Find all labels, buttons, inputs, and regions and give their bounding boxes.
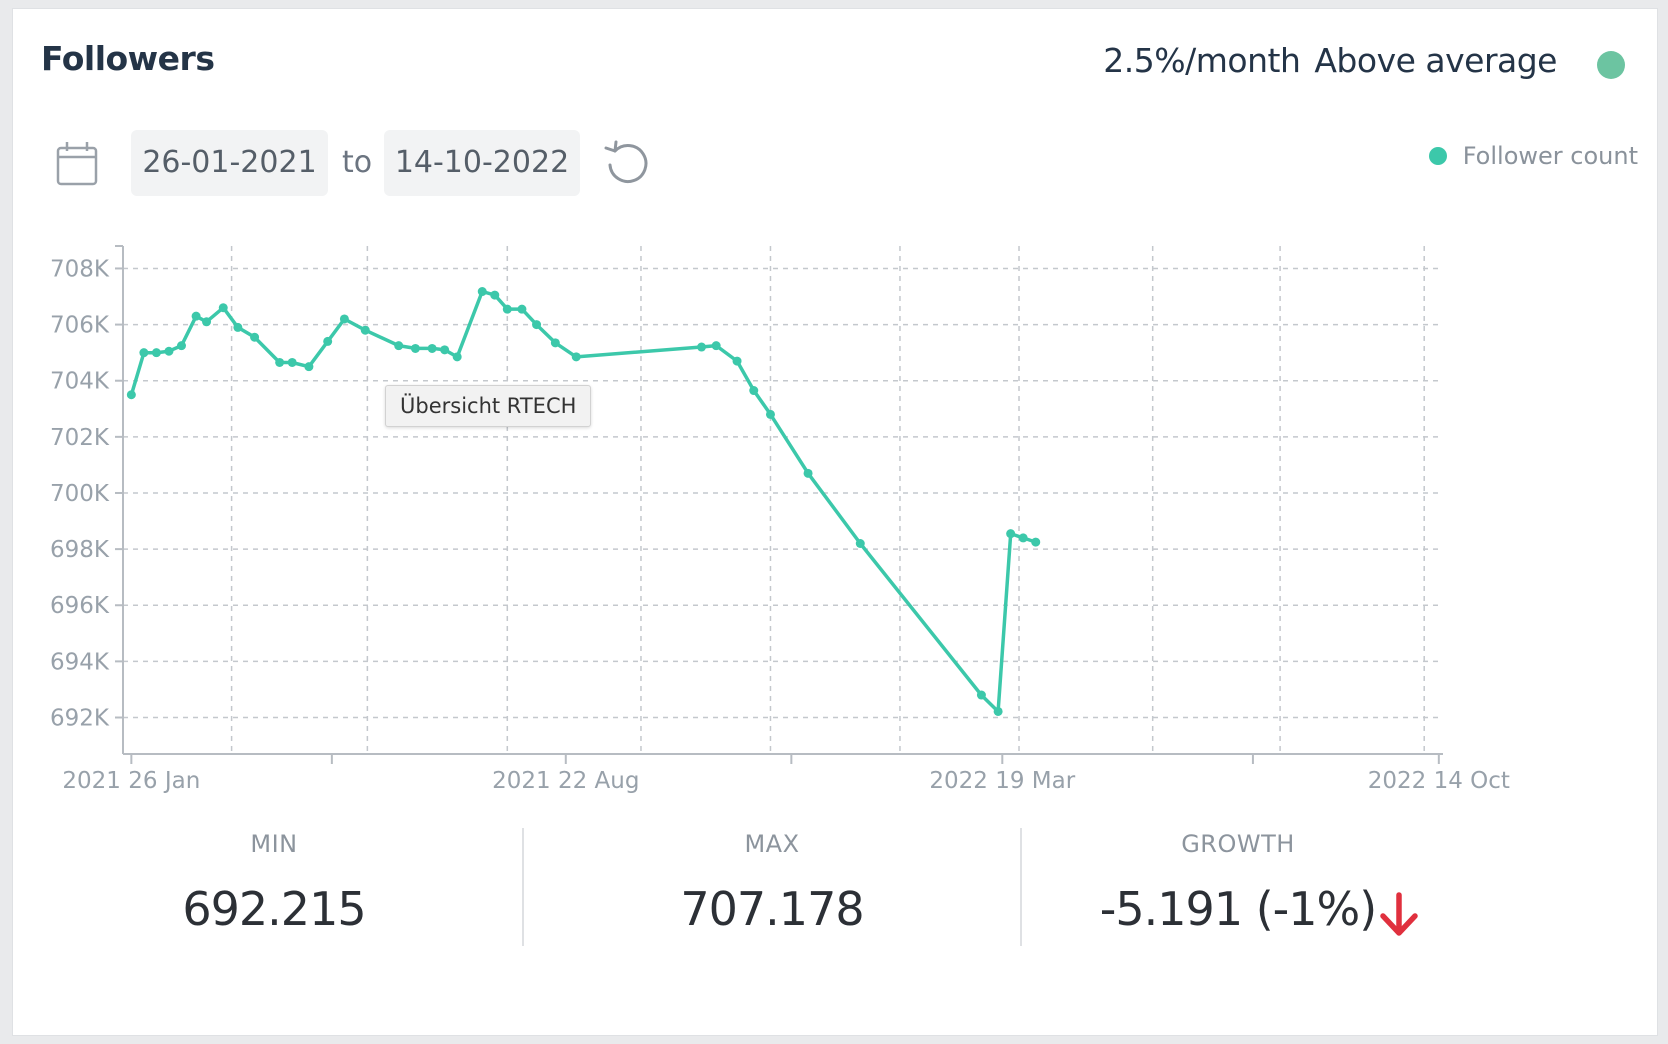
data-point xyxy=(502,304,512,314)
stat-min-value: 692.215 xyxy=(182,882,366,936)
data-point xyxy=(394,341,404,351)
data-point xyxy=(360,325,370,335)
data-point xyxy=(410,343,420,353)
data-point xyxy=(126,390,136,400)
data-point xyxy=(571,352,581,362)
data-point xyxy=(993,706,1003,716)
stat-max-value: 707.178 xyxy=(680,882,864,936)
stat-divider xyxy=(522,828,524,946)
date-separator: to xyxy=(341,145,373,180)
chart-legend: Follower count xyxy=(1428,142,1638,170)
reset-icon[interactable] xyxy=(603,139,653,189)
y-tick-label: 694K xyxy=(50,649,110,675)
y-tick-label: 704K xyxy=(50,369,110,395)
stat-min-label: MIN xyxy=(250,830,298,858)
data-point xyxy=(191,311,201,321)
calendar-icon[interactable] xyxy=(55,140,99,188)
y-tick-label: 700K xyxy=(50,481,110,507)
data-point xyxy=(490,290,500,300)
stat-max-label: MAX xyxy=(744,830,800,858)
data-point xyxy=(1006,529,1016,539)
legend-dot-icon xyxy=(1428,147,1447,165)
data-point xyxy=(550,338,560,348)
stat-growth: GROWTH -5.191 (-1%) xyxy=(988,830,1488,936)
data-point xyxy=(164,346,174,356)
data-point xyxy=(1018,533,1028,543)
data-point xyxy=(427,343,437,353)
chart-tooltip: Übersicht RTECH xyxy=(385,385,592,427)
date-from-input[interactable]: 26-01-2021 xyxy=(131,130,328,196)
data-point xyxy=(749,386,759,396)
data-point xyxy=(765,409,775,419)
data-point xyxy=(287,357,297,367)
legend-label: Follower count xyxy=(1462,142,1638,170)
y-tick-label: 698K xyxy=(50,537,110,563)
data-point xyxy=(517,304,527,314)
data-point xyxy=(976,690,986,700)
data-point xyxy=(452,352,462,362)
data-point xyxy=(1031,537,1041,547)
stat-growth-value: -5.191 (-1%) xyxy=(1099,882,1377,936)
y-tick-label: 692K xyxy=(50,706,110,732)
data-point xyxy=(532,320,542,330)
date-to-input[interactable]: 14-10-2022 xyxy=(384,130,580,196)
growth-rate-value: 2.5%/month xyxy=(1103,41,1301,80)
data-point xyxy=(275,357,285,367)
series-line xyxy=(129,289,1037,714)
y-tick-label: 708K xyxy=(50,256,110,282)
data-point xyxy=(304,362,314,372)
data-point xyxy=(697,342,707,352)
y-tick-label: 702K xyxy=(50,425,110,451)
data-point xyxy=(855,539,865,549)
data-point xyxy=(233,322,243,332)
data-point xyxy=(176,341,186,351)
x-tick-label: 2022 19 Mar xyxy=(929,768,1075,794)
data-point xyxy=(250,332,260,342)
y-tick-label: 706K xyxy=(50,313,110,339)
status-dot-icon xyxy=(1597,51,1625,79)
data-point xyxy=(803,468,813,478)
arrow-down-icon xyxy=(1380,892,1418,936)
growth-rating: Above average xyxy=(1314,41,1557,80)
data-point xyxy=(323,336,333,346)
data-point xyxy=(151,348,161,358)
growth-rate: 2.5%/month Above average xyxy=(1103,41,1557,80)
stat-divider xyxy=(1020,828,1022,946)
data-point xyxy=(218,303,228,313)
x-tick-label: 2022 14 Oct xyxy=(1368,768,1510,794)
data-point xyxy=(477,287,487,297)
x-tick-label: 2021 22 Aug xyxy=(492,768,639,794)
y-tick-label: 696K xyxy=(50,593,110,619)
card-title: Followers xyxy=(41,39,215,78)
data-point xyxy=(139,348,149,358)
data-point xyxy=(202,317,212,327)
data-point xyxy=(711,341,721,351)
data-point xyxy=(339,314,349,324)
data-point xyxy=(440,345,450,355)
stat-max: MAX 707.178 xyxy=(522,830,1022,936)
stat-growth-label: GROWTH xyxy=(1181,830,1295,858)
x-tick-label: 2021 26 Jan xyxy=(62,768,200,794)
stat-min: MIN 692.215 xyxy=(24,830,524,936)
data-point xyxy=(732,356,742,366)
